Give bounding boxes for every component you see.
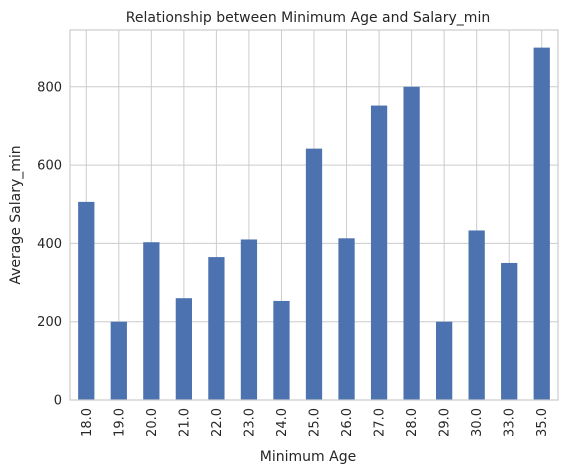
bar-27.0 xyxy=(370,105,388,401)
bar-29.0 xyxy=(436,321,453,400)
x-tick-label: 22.0 xyxy=(210,408,225,437)
y-tick-label: 800 xyxy=(37,80,62,95)
bars-layer xyxy=(78,47,550,401)
bar-28.0 xyxy=(403,86,420,400)
bar-19.0 xyxy=(110,321,127,400)
bar-30.0 xyxy=(468,230,485,400)
x-tick-label: 26.0 xyxy=(340,408,355,437)
bar-22.0 xyxy=(208,257,225,400)
plot-frame xyxy=(69,29,559,401)
x-tick-label: 24.0 xyxy=(275,408,290,437)
x-tick-label: 20.0 xyxy=(145,408,160,437)
bar-26.0 xyxy=(338,238,355,400)
x-axis-ticks: 18.0 19.0 20.0 21.0 22.0 23.0 24.0 25.0 26.0 27.0… xyxy=(80,408,550,437)
bar-23.0 xyxy=(240,239,258,400)
x-tick-label: 29.0 xyxy=(438,408,453,437)
chart-title: Relationship between Minimum Age and Sal… xyxy=(126,10,490,26)
bar-24.0 xyxy=(273,300,290,400)
x-tick-label: 28.0 xyxy=(405,408,420,437)
x-tick-label: 21.0 xyxy=(177,408,192,437)
y-tick-label: 400 xyxy=(37,237,62,252)
bar-33.0 xyxy=(501,262,518,400)
x-tick-label: 25.0 xyxy=(308,408,323,437)
bar-35.0 xyxy=(533,47,550,400)
y-tick-label: 600 xyxy=(37,159,62,174)
bar-21.0 xyxy=(175,298,192,400)
bar-20.0 xyxy=(143,242,160,400)
bar-18.0 xyxy=(78,201,95,400)
x-tick-label: 19.0 xyxy=(112,408,127,437)
x-tick-label: 35.0 xyxy=(535,408,550,437)
y-tick-label: 200 xyxy=(37,315,62,330)
x-tick-label: 18.0 xyxy=(80,408,95,437)
bar-25.0 xyxy=(305,148,323,400)
y-axis-label: Average Salary_min xyxy=(8,145,24,284)
y-axis-ticks: 0 200 400 600 800 xyxy=(37,80,62,408)
x-tick-label: 23.0 xyxy=(242,408,257,437)
x-axis-label: Minimum Age xyxy=(260,449,356,465)
x-tick-label: 27.0 xyxy=(373,408,388,437)
x-tick-label: 33.0 xyxy=(503,408,518,437)
x-tick-label: 30.0 xyxy=(470,408,485,437)
y-tick-label: 0 xyxy=(54,394,62,409)
